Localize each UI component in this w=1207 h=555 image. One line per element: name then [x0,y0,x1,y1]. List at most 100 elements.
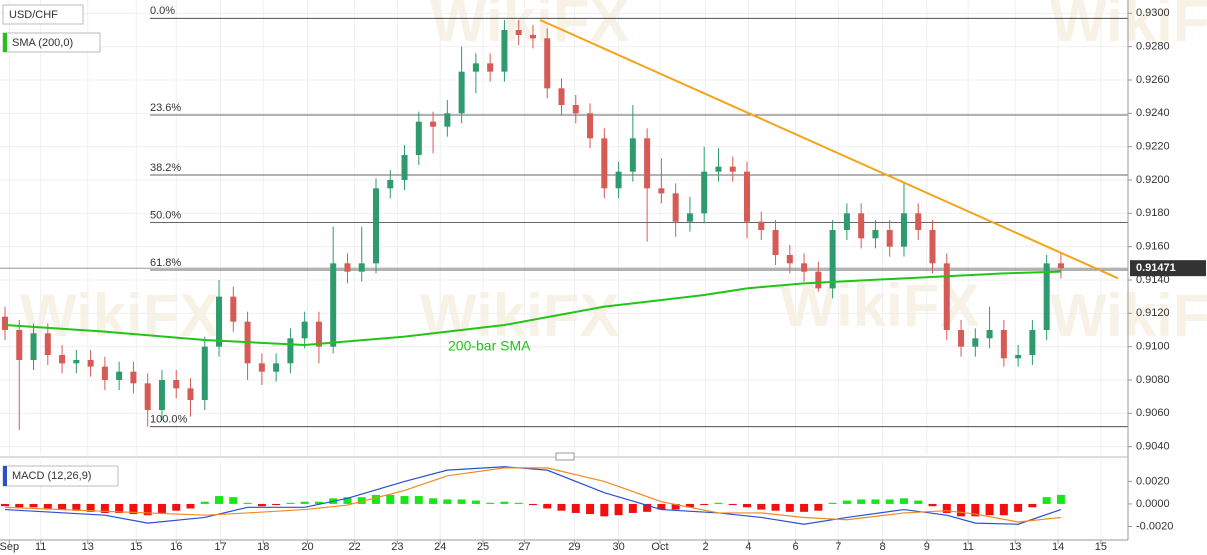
y-tick-label: 0.0000 [1136,498,1170,510]
macd-histogram-bar [400,496,409,504]
watermark: WikiFX [420,282,619,349]
candle-body [287,338,294,364]
macd-histogram-bar [272,503,281,506]
macd-histogram-bar [985,503,994,516]
macd-histogram-bar [657,503,666,510]
macd-histogram-bar [543,503,552,509]
macd-histogram-bar [1056,494,1065,504]
x-tick-label: 13 [1009,541,1021,553]
candle-body [587,113,594,139]
macd-histogram-bar [357,497,366,504]
candle-body [487,63,494,72]
candle-body [144,383,151,410]
macd-histogram-bar [286,502,295,504]
x-tick-label: 15 [130,541,142,553]
candle-body [744,171,751,222]
macd-histogram-bar [1014,503,1023,512]
y-tick-label: 0.9080 [1136,374,1170,386]
y-tick-label: 0.9060 [1136,407,1170,419]
candle-body [772,230,779,255]
x-tick-label: 22 [348,541,360,553]
candle-body [501,30,508,72]
macd-histogram-bar [86,503,95,512]
macd-histogram-bar [885,499,894,504]
symbol-label: USD/CHF [9,9,58,21]
fib-label: 0.0% [150,5,175,17]
macd-histogram-bar [257,503,266,507]
macd-histogram-bar [314,501,323,504]
candle-body [943,263,950,330]
macd-histogram-bar [643,503,652,512]
candle-body [1043,263,1050,330]
candle-body [344,263,351,272]
macd-histogram-bar [928,503,937,507]
y-tick-label: 0.9280 [1136,41,1170,53]
trendline [539,19,1119,280]
macd-histogram-bar [215,496,224,504]
macd-histogram-bar [58,503,67,510]
macd-histogram-bar [514,502,523,504]
x-tick-label: 18 [257,541,269,553]
macd-line [4,467,1061,523]
candle-body [1057,263,1064,269]
candle-body [101,366,108,380]
candle-body [30,333,37,360]
candle-body [658,188,665,194]
candle-body [529,35,536,39]
candle-body [701,171,708,214]
candle-body [216,296,223,347]
macd-histogram-bar [229,497,238,504]
x-tick-label: 16 [170,541,182,553]
candle-body [801,263,808,272]
macd-histogram-bar [614,503,623,516]
macd-histogram-bar [0,503,9,507]
y-tick-label: -0.0020 [1136,520,1173,532]
candle-body [16,330,23,360]
symbol-box [2,4,84,25]
x-tick-label: 17 [214,541,226,553]
candle-body [972,338,979,347]
macd-legend-swatch [3,466,7,486]
candle-body [401,155,408,180]
candle-body [444,113,451,127]
macd-histogram-bar [557,503,566,511]
candle-body [872,230,879,239]
x-tick-label: 24 [434,541,446,553]
candle-body [686,213,693,222]
macd-histogram-bar [72,503,81,511]
macd-histogram-bar [671,503,680,510]
macd-histogram-bar [200,501,209,504]
macd-histogram-bar [785,503,794,512]
macd-histogram-bar [129,503,138,515]
x-tick-label: 9 [924,541,930,553]
macd-histogram-bar [586,503,595,515]
candle-body [515,30,522,35]
macd-histogram-bar [700,503,709,506]
macd-histogram-bar [429,498,438,504]
macd-histogram-bar [186,503,195,509]
candle-body [900,213,907,247]
y-tick-label: 0.9220 [1136,141,1170,153]
macd-histogram-bar [157,503,166,513]
fib-label: 50.0% [150,209,181,221]
fib-label: 23.6% [150,102,181,114]
panel-handle[interactable] [555,452,575,461]
candle-body [843,213,850,230]
y-tick-label: 0.9240 [1136,107,1170,119]
macd-histogram-bar [842,500,851,504]
sma-legend-swatch [3,33,7,52]
macd-histogram-bar [628,503,637,513]
candle-body [358,263,365,272]
macd-histogram-bar [528,503,537,506]
y-tick-label: 0.0020 [1136,475,1170,487]
macd-histogram-bar [743,503,752,508]
candle-body [1,316,8,330]
macd-histogram-bar [500,501,509,504]
candle-body [130,371,137,384]
macd-histogram-bar [828,502,837,504]
last-price-label: 0.91471 [1136,262,1176,274]
x-tick-label: 25 [477,541,489,553]
fib-label: 100.0% [150,414,188,426]
macd-histogram-bar [857,499,866,504]
